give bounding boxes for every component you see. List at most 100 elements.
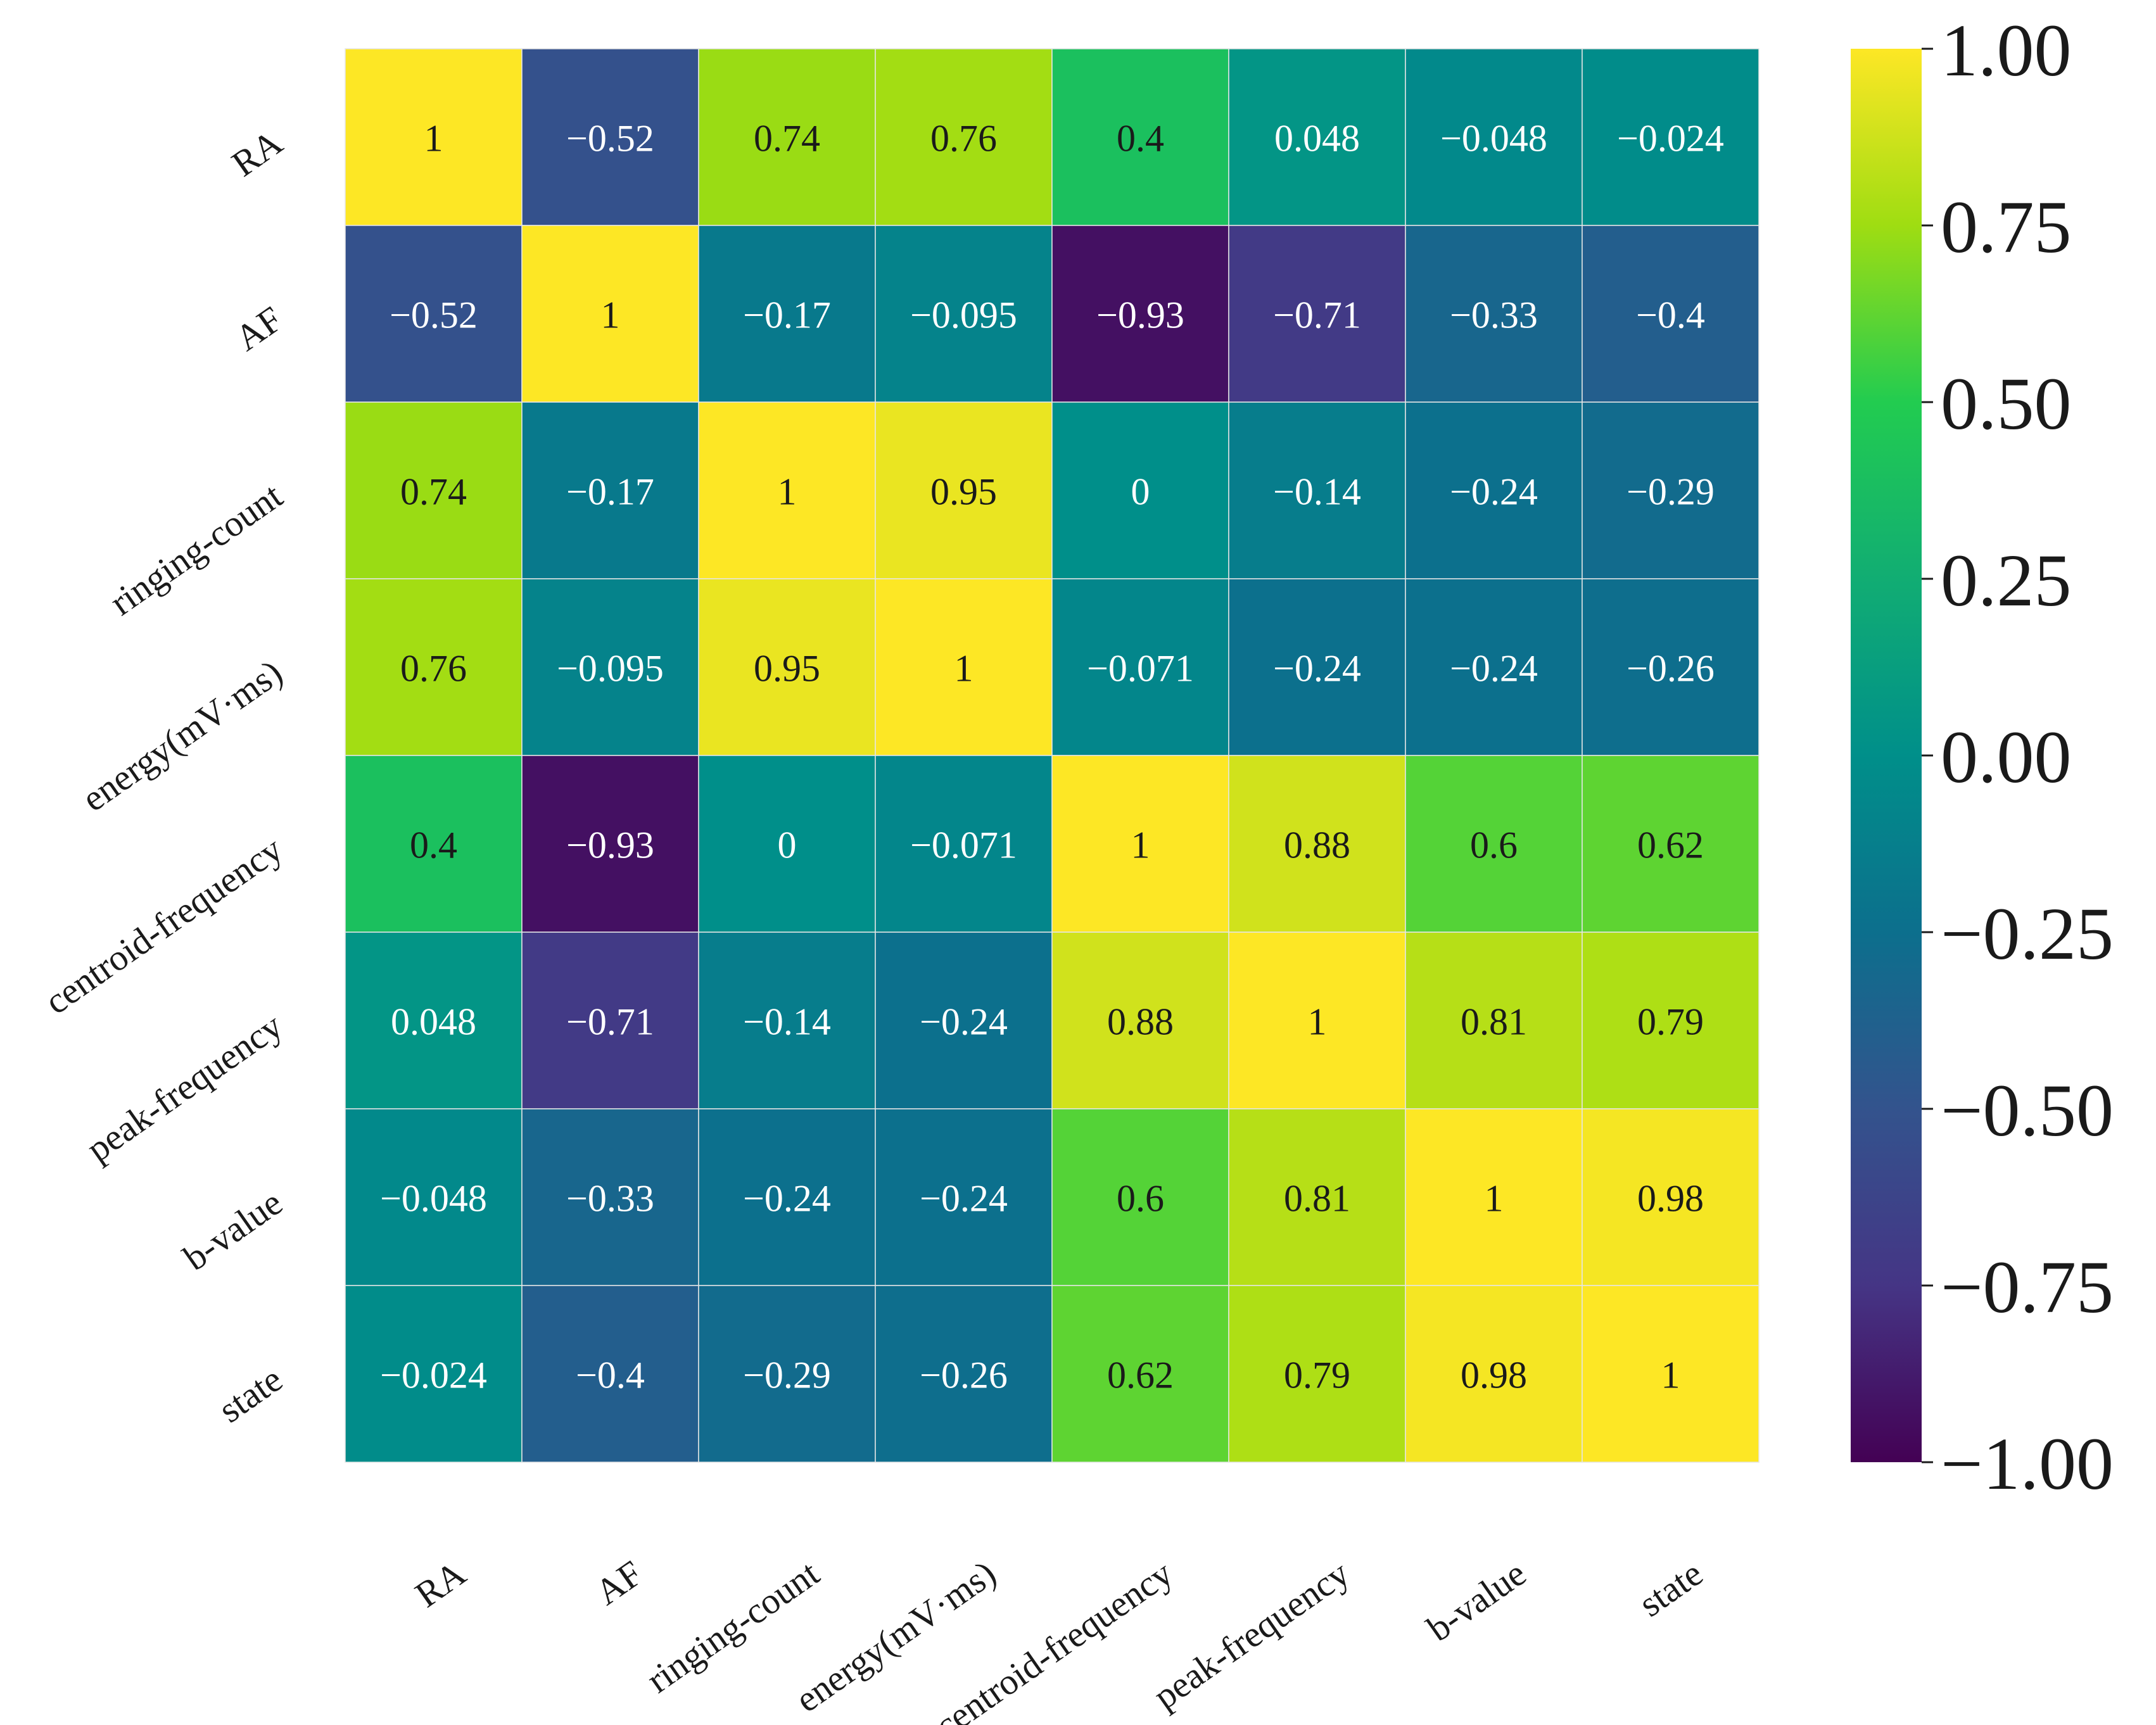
heatmap-cell bbox=[1051, 225, 1229, 403]
heatmap-cell bbox=[345, 401, 523, 579]
heatmap-cell bbox=[1051, 755, 1229, 933]
cell-annotations: 1 −0.52 0.74 0.76 0.4 0.048 −0.048 −0.024 −0.52 1… bbox=[380, 118, 1724, 1396]
x-tick-label: state bbox=[1632, 1552, 1710, 1624]
heatmap-cell bbox=[875, 48, 1053, 226]
cell-value-label: 0.98 bbox=[1461, 1355, 1527, 1396]
y-tick-label: RA bbox=[224, 122, 289, 185]
heatmap-cell bbox=[521, 225, 699, 403]
cell-value-label: −0.17 bbox=[743, 294, 831, 336]
cell-value-label: −0.26 bbox=[1627, 648, 1715, 690]
cell-value-label: 0 bbox=[1131, 471, 1150, 513]
heatmap-cell bbox=[875, 1285, 1053, 1463]
heatmap-cell bbox=[698, 755, 876, 933]
heatmap-cell bbox=[698, 401, 876, 579]
heatmap-cell bbox=[1051, 1108, 1229, 1286]
heatmap-cell bbox=[1582, 1108, 1760, 1286]
heatmap-cell bbox=[1582, 755, 1760, 933]
heatmap-cell bbox=[698, 932, 876, 1109]
heatmap-cell bbox=[1228, 755, 1406, 933]
y-tick-label: state bbox=[211, 1358, 289, 1431]
cell-value-label: −0.14 bbox=[743, 1001, 831, 1043]
heatmap-cell bbox=[521, 1285, 699, 1463]
cell-value-label: −0.071 bbox=[910, 825, 1017, 866]
y-tick-label: ringing-count bbox=[103, 475, 290, 623]
cell-value-label: 0.6 bbox=[1470, 825, 1518, 866]
y-tick-label: energy(mV·ms) bbox=[75, 652, 290, 819]
cell-value-label: −0.24 bbox=[920, 1001, 1008, 1043]
heatmap-cell bbox=[1582, 932, 1760, 1109]
cell-value-label: 1 bbox=[778, 471, 797, 513]
cell-value-label: −0.095 bbox=[910, 294, 1017, 336]
cell-value-label: 1 bbox=[1485, 1178, 1504, 1220]
heatmap-cell bbox=[1405, 1108, 1583, 1286]
cell-value-label: −0.24 bbox=[1450, 648, 1538, 690]
heatmap-cell bbox=[1582, 48, 1760, 226]
cell-value-label: −0.095 bbox=[557, 648, 664, 690]
colorbar-tick-label: −0.75 bbox=[1941, 1246, 2114, 1329]
heatmap-cell bbox=[345, 48, 523, 226]
colorbar-tick-label: 0.00 bbox=[1941, 716, 2072, 799]
heatmap-cell bbox=[1405, 1285, 1583, 1463]
cell-value-label: 1 bbox=[424, 118, 443, 160]
cell-value-label: −0.4 bbox=[576, 1355, 645, 1396]
x-axis-labels: RA AFringing-countenergy(mV·ms)centroid-f… bbox=[408, 1552, 1710, 1725]
cell-value-label: −0.29 bbox=[743, 1355, 831, 1396]
cell-value-label: 0.74 bbox=[400, 471, 467, 513]
heatmap-cell bbox=[521, 401, 699, 579]
cell-value-label: −0.24 bbox=[920, 1178, 1008, 1220]
heatmap-cell bbox=[345, 578, 523, 756]
cell-value-label: −0.17 bbox=[566, 471, 654, 513]
cell-value-label: −0.33 bbox=[1450, 294, 1538, 336]
cell-value-label: −0.071 bbox=[1087, 648, 1194, 690]
cell-value-label: −0.52 bbox=[390, 294, 478, 336]
cell-value-label: 0 bbox=[778, 825, 797, 866]
cell-value-label: −0.33 bbox=[566, 1178, 654, 1220]
heatmap-cell bbox=[345, 1108, 523, 1286]
heatmap-cell bbox=[521, 755, 699, 933]
cell-value-label: 0.98 bbox=[1637, 1178, 1704, 1220]
colorbar-tick-label: 1.00 bbox=[1941, 9, 2072, 92]
cell-value-label: −0.048 bbox=[380, 1178, 487, 1220]
heatmap-cell bbox=[1051, 401, 1229, 579]
cell-value-label: −0.93 bbox=[1096, 294, 1184, 336]
heatmap-cell bbox=[1228, 932, 1406, 1109]
cell-value-label: 0.048 bbox=[1274, 118, 1360, 160]
cell-value-label: 1 bbox=[1131, 825, 1150, 866]
cell-value-label: 0.74 bbox=[754, 118, 820, 160]
heatmap-cell bbox=[1405, 401, 1583, 579]
cell-value-label: −0.24 bbox=[1450, 471, 1538, 513]
heatmap-cell bbox=[1228, 1285, 1406, 1463]
cell-value-label: 0.88 bbox=[1284, 825, 1350, 866]
y-tick-label: centroid-frequency bbox=[37, 828, 290, 1022]
cell-value-label: 0.62 bbox=[1637, 825, 1704, 866]
cell-value-label: 0.79 bbox=[1637, 1001, 1704, 1043]
cell-value-label: −0.024 bbox=[1617, 118, 1724, 160]
cell-value-label: −0.024 bbox=[380, 1355, 487, 1396]
cell-value-label: −0.71 bbox=[1273, 294, 1361, 336]
cell-value-label: 0.88 bbox=[1107, 1001, 1174, 1043]
y-tick-label: AF bbox=[227, 298, 289, 359]
cell-value-label: 1 bbox=[954, 648, 973, 690]
cell-value-label: 0.4 bbox=[1117, 118, 1164, 160]
heatmap-cell bbox=[521, 1108, 699, 1286]
heatmap-cells bbox=[345, 48, 1760, 1463]
heatmap-cell bbox=[698, 1285, 876, 1463]
cell-value-label: −0.52 bbox=[566, 118, 654, 160]
heatmap-cell bbox=[1405, 755, 1583, 933]
cell-value-label: 1 bbox=[1308, 1001, 1327, 1043]
y-tick-label: b-value bbox=[176, 1182, 290, 1279]
heatmap-cell bbox=[345, 1285, 523, 1463]
cell-value-label: 0.79 bbox=[1284, 1355, 1350, 1396]
colorbar-tick-label: −0.50 bbox=[1941, 1069, 2114, 1152]
cell-value-label: −0.71 bbox=[566, 1001, 654, 1043]
heatmap-cell bbox=[1051, 578, 1229, 756]
heatmap-cell bbox=[1405, 48, 1583, 226]
x-tick-label: AF bbox=[588, 1552, 650, 1613]
heatmap-cell bbox=[521, 932, 699, 1109]
colorbar-tick-label: −0.25 bbox=[1941, 892, 2114, 975]
cell-value-label: −0.24 bbox=[1273, 648, 1361, 690]
colorbar-gradient bbox=[1851, 49, 1922, 1462]
cell-value-label: 0.6 bbox=[1117, 1178, 1164, 1220]
heatmap-cell bbox=[698, 48, 876, 226]
